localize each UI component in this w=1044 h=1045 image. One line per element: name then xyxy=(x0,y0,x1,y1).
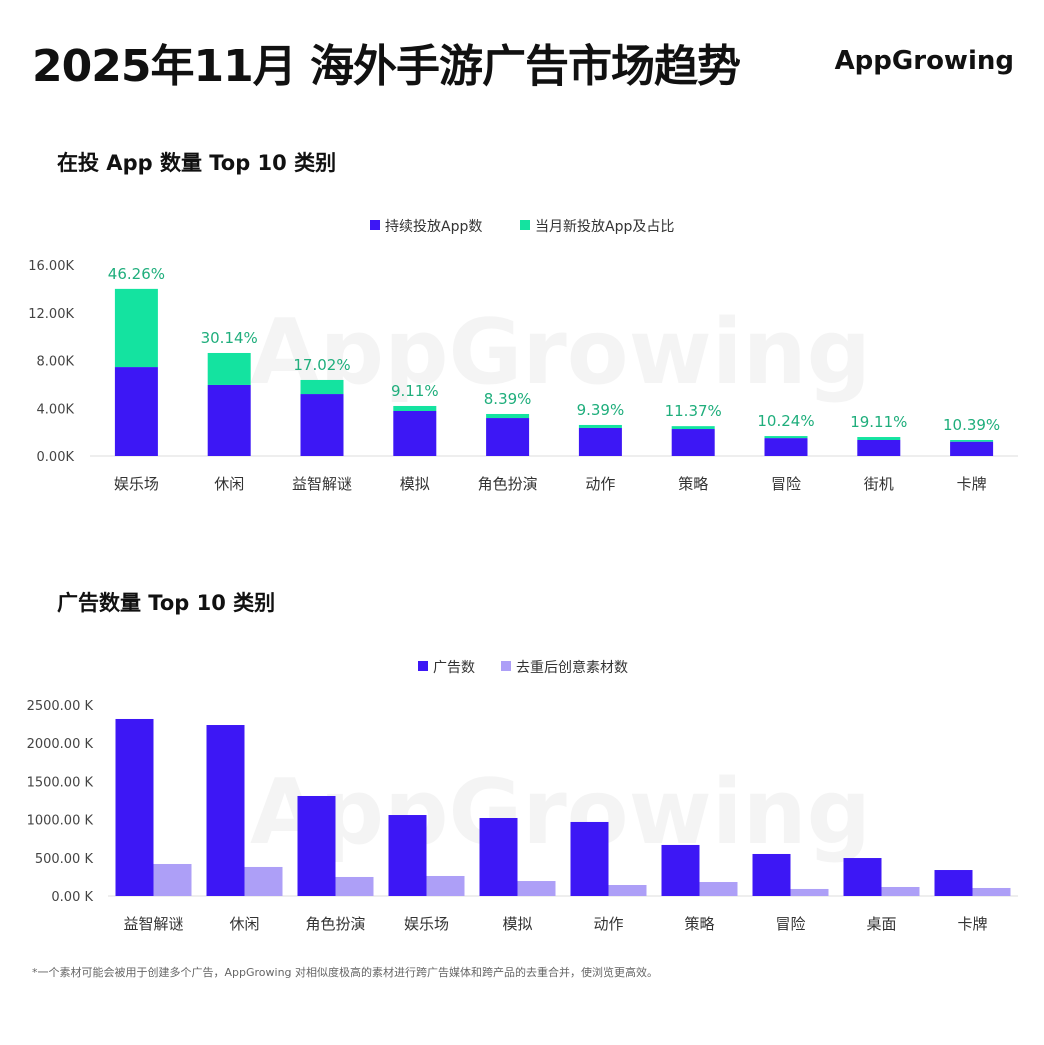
footnote: *一个素材可能会被用于创建多个广告，AppGrowing 对相似度极高的素材进行… xyxy=(32,966,659,979)
x-tick-label: 模拟 xyxy=(400,475,430,493)
bar-new xyxy=(950,440,994,442)
bar-continuing xyxy=(114,367,158,456)
chart2-title: 广告数量 Top 10 类别 xyxy=(57,591,276,615)
x-tick-label: 卡牌 xyxy=(957,475,987,493)
chart-ad-count: 广告数 去重后创意素材数 0.00 K 500.00 K 1000.00 K 1500.0… xyxy=(27,659,1018,933)
bar-ads xyxy=(752,853,791,896)
bar-continuing xyxy=(578,427,622,456)
data-label: 19.11% xyxy=(850,413,907,431)
bar-creatives xyxy=(517,881,556,896)
bar-continuing xyxy=(393,410,437,456)
x-tick-label: 娱乐场 xyxy=(114,475,159,493)
y-tick-label: 0.00 K xyxy=(51,890,93,905)
bar-creatives xyxy=(699,882,738,896)
x-tick-label: 冒险 xyxy=(775,915,805,933)
x-tick-label: 街机 xyxy=(864,475,894,493)
bar-creatives xyxy=(426,875,465,896)
legend-swatch xyxy=(501,661,511,671)
bar-ads xyxy=(934,870,973,896)
bar-ads xyxy=(115,718,154,896)
x-tick-label: 休闲 xyxy=(214,475,244,493)
data-label: 9.39% xyxy=(577,401,625,419)
x-tick-label: 休闲 xyxy=(229,915,259,933)
bar-new xyxy=(300,379,344,395)
y-tick-label: 4.00K xyxy=(37,402,75,417)
data-label: 11.37% xyxy=(665,402,722,420)
data-label: 17.02% xyxy=(293,356,350,374)
bar-creatives xyxy=(608,884,647,896)
bar-continuing xyxy=(207,384,251,456)
bar-ads xyxy=(206,725,245,896)
bar-new xyxy=(578,424,622,428)
bar-new xyxy=(393,405,437,411)
x-tick-label: 娱乐场 xyxy=(404,915,449,933)
x-tick-label: 角色扮演 xyxy=(305,915,365,933)
bar-new xyxy=(857,437,901,441)
x-tick-label: 卡牌 xyxy=(957,915,987,933)
y-tick-label: 1000.00 K xyxy=(27,814,94,829)
bar-continuing xyxy=(671,429,715,456)
bar-creatives xyxy=(790,888,829,896)
data-label: 8.39% xyxy=(484,390,532,408)
x-tick-label: 桌面 xyxy=(866,915,896,933)
legend-label: 去重后创意素材数 xyxy=(516,659,628,676)
bar-continuing xyxy=(857,440,901,456)
legend-swatch xyxy=(370,220,380,230)
chart1-title: 在投 App 数量 Top 10 类别 xyxy=(57,151,337,175)
y-tick-label: 16.00K xyxy=(28,259,74,274)
x-tick-label: 策略 xyxy=(678,475,708,493)
bar-continuing xyxy=(300,394,344,456)
y-tick-label: 1500.00 K xyxy=(27,775,94,790)
y-tick-label: 0.00K xyxy=(37,450,75,465)
bar-ads xyxy=(297,795,336,896)
x-tick-label: 益智解谜 xyxy=(123,915,183,933)
bar-creatives xyxy=(335,876,374,896)
bar-new xyxy=(486,413,530,419)
x-tick-label: 动作 xyxy=(593,915,623,933)
bar-continuing xyxy=(764,438,808,456)
legend-label: 当月新投放App及占比 xyxy=(535,219,674,235)
x-tick-label: 策略 xyxy=(684,915,714,933)
y-tick-label: 500.00 K xyxy=(35,852,94,867)
appgrowing-logo: AppGrowing xyxy=(834,46,1014,76)
chart-app-count: 持续投放App数 当月新投放App及占比 0.00K 4.00K 8.00K 12.00K… xyxy=(28,218,1018,493)
page-title: 2025年11月 海外手游广告市场趋势 xyxy=(32,41,741,92)
bar-ads xyxy=(661,844,700,896)
data-label: 46.26% xyxy=(108,265,165,283)
x-tick-label: 角色扮演 xyxy=(478,475,538,493)
watermark: AppGrowing xyxy=(250,760,871,865)
bar-ads xyxy=(479,817,518,896)
y-tick-label: 8.00K xyxy=(37,355,75,370)
bar-continuing xyxy=(950,441,994,456)
data-label: 30.14% xyxy=(201,329,258,347)
x-tick-label: 动作 xyxy=(585,475,615,493)
legend-swatch xyxy=(520,220,530,230)
legend-swatch xyxy=(418,661,428,671)
bar-ads xyxy=(570,821,609,896)
bar-creatives xyxy=(881,886,920,896)
y-tick-label: 2000.00 K xyxy=(27,737,94,752)
bar-ads xyxy=(843,858,882,896)
bar-new xyxy=(671,426,715,430)
bar-creatives xyxy=(972,887,1011,896)
y-tick-label: 2500.00 K xyxy=(27,699,94,714)
legend-label: 持续投放App数 xyxy=(385,218,482,235)
bar-new xyxy=(764,436,808,439)
bar-ads xyxy=(388,815,427,896)
legend-label: 广告数 xyxy=(433,660,475,676)
bar-new xyxy=(207,352,251,385)
x-tick-label: 益智解谜 xyxy=(292,475,352,493)
bar-new xyxy=(114,288,158,368)
watermark: AppGrowing xyxy=(250,300,871,405)
y-tick-label: 12.00K xyxy=(28,307,74,322)
x-tick-label: 冒险 xyxy=(771,475,801,493)
data-label: 10.24% xyxy=(757,412,814,430)
bar-continuing xyxy=(486,418,530,456)
x-tick-label: 模拟 xyxy=(502,915,532,933)
bar-creatives xyxy=(244,866,283,896)
bar-creatives xyxy=(153,863,192,896)
data-label: 9.11% xyxy=(391,382,439,400)
data-label: 10.39% xyxy=(943,416,1000,434)
